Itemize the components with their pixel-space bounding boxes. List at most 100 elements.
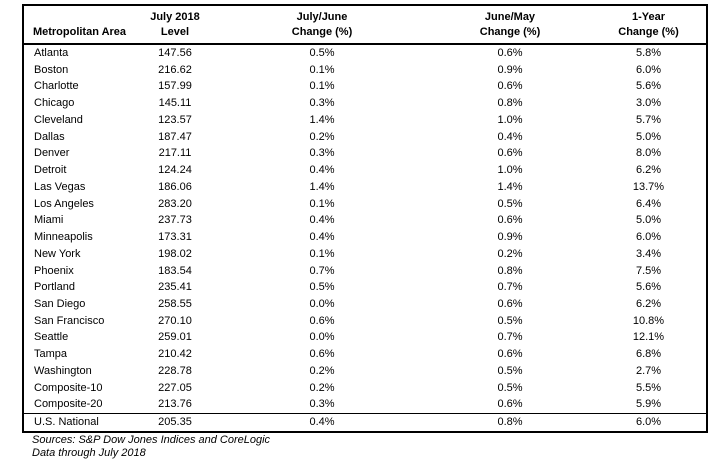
level-cell: 187.47 [158, 130, 192, 143]
table-row: Chicago 145.11 0.3% 0.8% 3.0% [23, 95, 707, 112]
metro-area-cell: Washington [34, 364, 92, 377]
one-year-change-cell: 5.8% [635, 47, 662, 59]
metro-area-cell: Chicago [34, 97, 75, 110]
metro-area-cell: Boston [34, 63, 69, 76]
table-body: Atlanta 147.56 0.5% 0.6% 5.8% Boston 216… [23, 44, 707, 432]
level-cell: 123.57 [158, 113, 192, 126]
level-cell: 235.41 [158, 281, 192, 294]
level-cell: 145.11 [158, 97, 192, 110]
one-year-change-cell: 6.0% [635, 231, 662, 244]
july-june-change-cell: 0.4% [309, 214, 335, 227]
june-may-change-cell: 0.9% [497, 63, 523, 76]
metro-price-table: Metropolitan Area July 2018 Level July/J… [22, 4, 708, 433]
june-may-change-cell: 0.6% [497, 214, 523, 227]
header-level-line2: Level [160, 26, 190, 38]
july-june-change-cell: 0.3% [309, 398, 335, 411]
table-row: Tampa 210.42 0.6% 0.6% 6.8% [23, 346, 707, 363]
metro-area-cell: Detroit [34, 164, 67, 177]
one-year-change-cell: 8.0% [635, 147, 662, 160]
table-row: Miami 237.73 0.4% 0.6% 5.0% [23, 212, 707, 229]
table-row: Las Vegas 186.06 1.4% 1.4% 13.7% [23, 179, 707, 196]
metro-area-cell: Las Vegas [34, 180, 86, 193]
june-may-change-cell: 1.0% [497, 164, 523, 177]
table-row: Washington 228.78 0.2% 0.5% 2.7% [23, 363, 707, 380]
june-may-change-cell: 1.4% [497, 180, 523, 193]
june-may-change-cell: 0.6% [497, 348, 523, 361]
metro-area-cell: Los Angeles [34, 197, 94, 210]
july-june-change-cell: 0.6% [309, 348, 335, 361]
header-level-line1: July 2018 [150, 11, 200, 23]
metro-area-cell: Charlotte [34, 80, 79, 93]
table-row: San Francisco 270.10 0.6% 0.5% 10.8% [23, 313, 707, 330]
one-year-change-cell: 5.0% [635, 130, 662, 143]
june-may-change-cell: 1.0% [497, 113, 523, 126]
metro-area-cell: New York [34, 247, 81, 260]
july-june-change-cell: 1.4% [309, 180, 335, 193]
header-one-year-line1: 1-Year [631, 11, 666, 23]
level-cell: 228.78 [158, 364, 192, 377]
level-cell: 173.31 [158, 231, 192, 244]
header-metro-area-line2: Metropolitan Area [32, 26, 127, 38]
july-june-change-cell: 0.0% [309, 331, 335, 344]
table-row: Composite-20 213.76 0.3% 0.6% 5.9% [23, 396, 707, 413]
header-july-june-change: July/June Change (%) [215, 5, 429, 45]
june-may-change-cell: 0.8% [429, 413, 591, 432]
table-footnote: Sources: S&P Dow Jones Indices and CoreL… [32, 434, 270, 459]
june-may-change-cell: 0.6% [497, 47, 523, 59]
metro-area-cell: Atlanta [34, 47, 69, 59]
table-row: Cleveland 123.57 1.4% 1.0% 5.7% [23, 112, 707, 129]
june-may-change-cell: 0.6% [497, 147, 523, 160]
table-row: Seattle 259.01 0.0% 0.7% 12.1% [23, 329, 707, 346]
table-row: Portland 235.41 0.5% 0.7% 5.6% [23, 279, 707, 296]
metro-area-cell: Phoenix [34, 264, 74, 277]
metro-area-cell: Miami [34, 214, 64, 227]
metro-area-cell: San Diego [34, 298, 86, 311]
one-year-change-cell: 6.2% [635, 298, 662, 311]
footnote-sources: Sources: S&P Dow Jones Indices and CoreL… [32, 434, 271, 446]
metro-area-cell: Cleveland [34, 113, 83, 126]
one-year-change-cell: 6.0% [591, 413, 707, 432]
june-may-change-cell: 0.8% [497, 97, 523, 110]
june-may-change-cell: 0.5% [497, 197, 523, 210]
june-may-change-cell: 0.5% [497, 314, 523, 327]
june-may-change-cell: 0.7% [497, 331, 523, 344]
july-june-change-cell: 1.4% [309, 113, 335, 126]
table-row: New York 198.02 0.1% 0.2% 3.4% [23, 246, 707, 263]
header-level: July 2018 Level [135, 5, 215, 45]
level-cell: 213.76 [158, 398, 192, 411]
level-cell: 147.56 [158, 47, 192, 59]
metro-area-cell: U.S. National [23, 413, 135, 432]
june-may-change-cell: 0.7% [497, 281, 523, 294]
june-may-change-cell: 0.8% [497, 264, 523, 277]
level-cell: 237.73 [158, 214, 192, 227]
level-cell: 198.02 [158, 247, 192, 260]
june-may-change-cell: 0.6% [497, 298, 523, 311]
metro-area-cell: Composite-20 [34, 398, 103, 411]
metro-area-cell: Composite-10 [34, 381, 103, 394]
july-june-change-cell: 0.2% [309, 130, 335, 143]
one-year-change-cell: 13.7% [632, 180, 665, 193]
table-row: Detroit 124.24 0.4% 1.0% 6.2% [23, 162, 707, 179]
july-june-change-cell: 0.0% [309, 298, 335, 311]
table-row: San Diego 258.55 0.0% 0.6% 6.2% [23, 296, 707, 313]
table-row: Composite-10 227.05 0.2% 0.5% 5.5% [23, 380, 707, 397]
level-cell: 157.99 [158, 80, 192, 93]
july-june-change-cell: 0.2% [309, 364, 335, 377]
one-year-change-cell: 5.5% [635, 381, 662, 394]
table-header-row: Metropolitan Area July 2018 Level July/J… [23, 5, 707, 45]
metro-area-cell: Denver [34, 147, 70, 160]
level-cell: 186.06 [158, 180, 192, 193]
level-cell: 270.10 [158, 314, 192, 327]
metro-area-cell: Dallas [34, 130, 65, 143]
table-row: Boston 216.62 0.1% 0.9% 6.0% [23, 62, 707, 79]
table-row: Atlanta 147.56 0.5% 0.6% 5.8% [23, 44, 707, 62]
table-row: Charlotte 157.99 0.1% 0.6% 5.6% [23, 78, 707, 95]
july-june-change-cell: 0.1% [309, 197, 335, 210]
level-cell: 283.20 [158, 197, 192, 210]
july-june-change-cell: 0.5% [309, 47, 335, 59]
june-may-change-cell: 0.4% [497, 130, 523, 143]
table-row: Minneapolis 173.31 0.4% 0.9% 6.0% [23, 229, 707, 246]
metro-area-cell: Portland [34, 281, 75, 294]
level-cell: 227.05 [158, 381, 192, 394]
